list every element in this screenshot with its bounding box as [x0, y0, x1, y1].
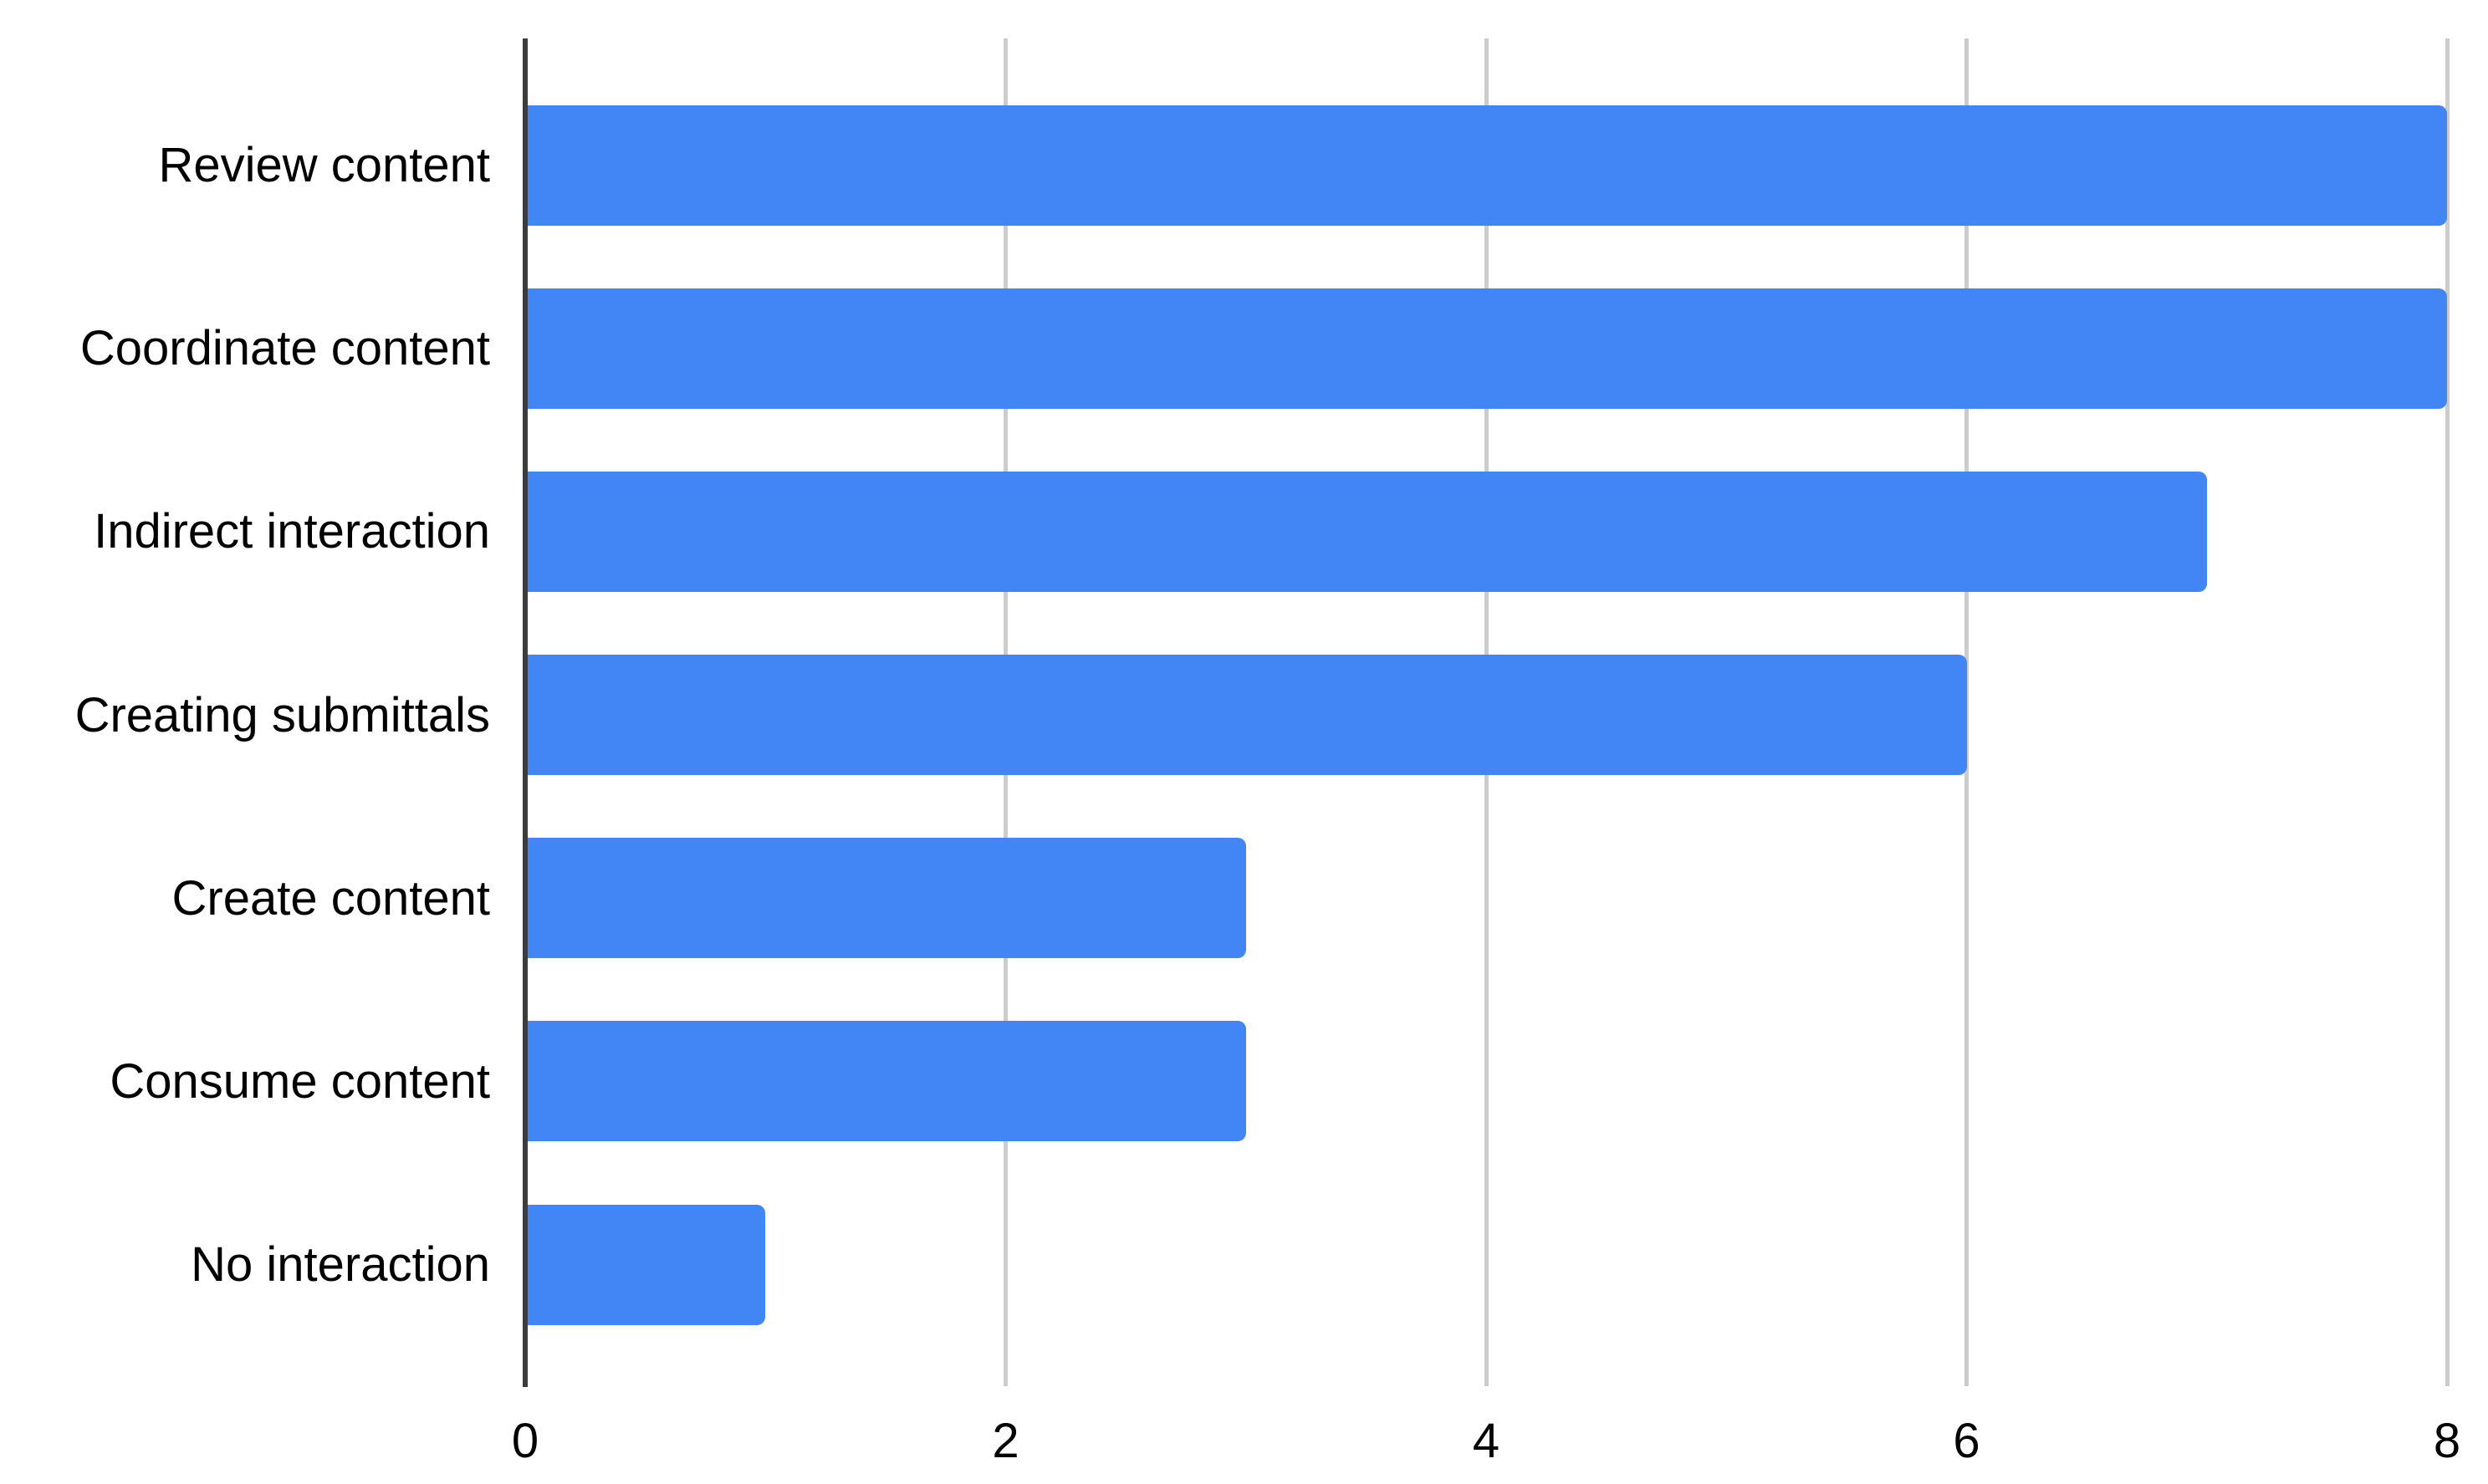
category-label-consume-content: Consume content: [110, 1053, 490, 1109]
category-label-create-content: Create content: [171, 870, 490, 926]
y-axis-line: [523, 38, 528, 1387]
x-tick-label-6: 6: [1953, 1414, 1980, 1468]
x-tick-label-4: 4: [1472, 1414, 1500, 1468]
category-label-indirect-interaction: Indirect interaction: [94, 504, 490, 559]
gridline-x-6: [1964, 38, 1969, 1386]
category-label-creating-submittals: Creating submittals: [74, 687, 490, 742]
bar-no-interaction: [528, 1204, 766, 1325]
x-tick-label-8: 8: [2433, 1414, 2461, 1468]
category-label-review-content: Review content: [158, 138, 490, 192]
bar-review-content: [528, 105, 2447, 226]
bar-consume-content: [528, 1021, 1246, 1142]
bar-creating-submittals: [528, 655, 1967, 775]
category-label-no-interaction: No interaction: [191, 1237, 490, 1293]
gridline-x-8: [2445, 38, 2450, 1386]
bar-create-content: [528, 838, 1246, 959]
bar-coordinate-content: [528, 288, 2447, 409]
category-label-coordinate-content: Coordinate content: [79, 321, 490, 376]
bar-indirect-interaction: [528, 471, 2207, 592]
x-tick-label-2: 2: [992, 1414, 1019, 1468]
x-tick-label-0: 0: [511, 1414, 539, 1468]
